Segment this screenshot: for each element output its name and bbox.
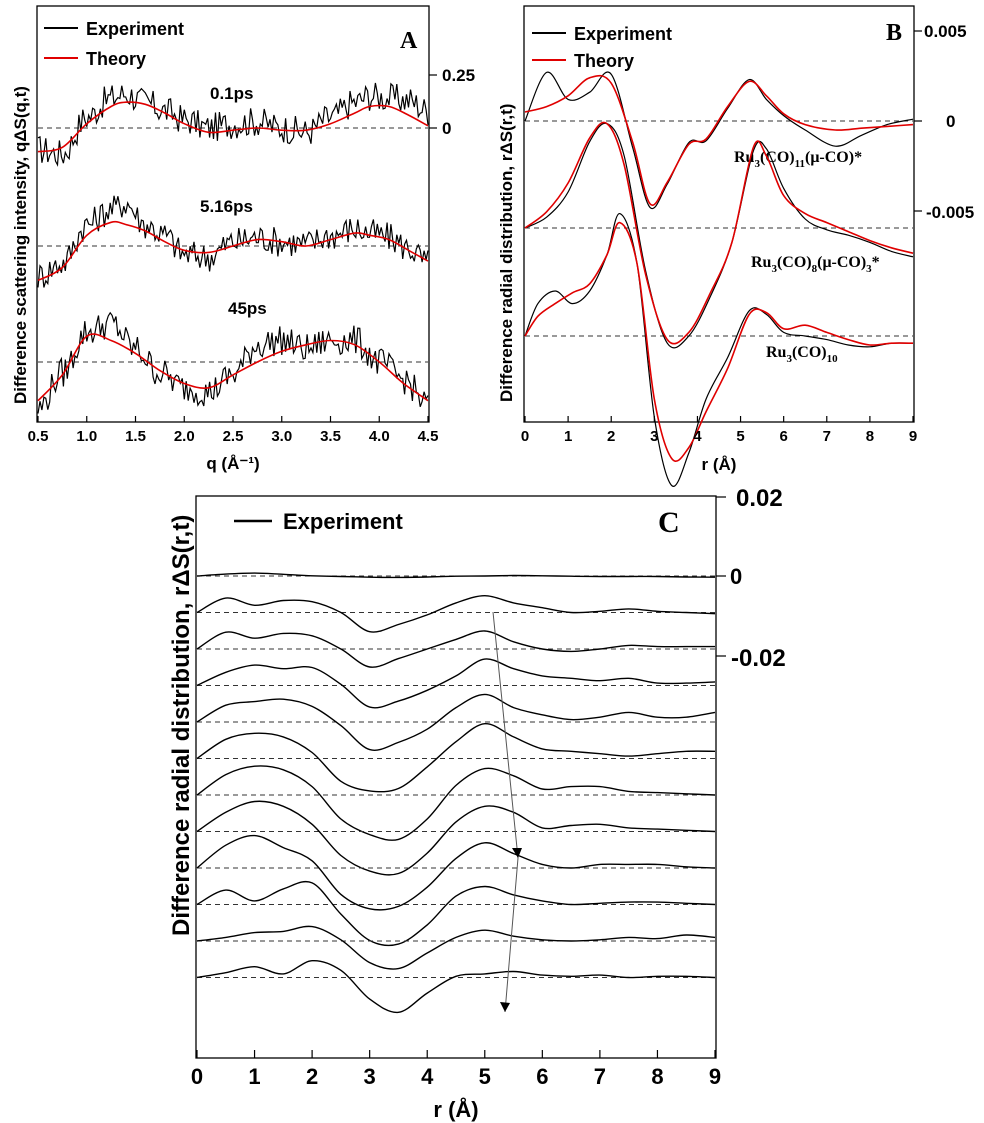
panel-b-xtick-label-6: 6 <box>779 428 787 445</box>
panel-a-xtick-label-2: 1.5 <box>125 428 146 445</box>
panel-a-experiment-line-0 <box>37 82 429 167</box>
panel-c-letter: C <box>658 506 680 539</box>
panel-c-experiment-line-10 <box>196 925 716 970</box>
panel-c-experiment-line-7 <box>196 800 716 876</box>
panel-b-xtick-label-7: 7 <box>823 428 831 445</box>
panel-c-xtick-label-4: 4 <box>421 1064 434 1089</box>
panel-b-xtick-label-3: 3 <box>650 428 658 445</box>
panel-b-theory-line-0 <box>524 74 914 206</box>
panel-a-theory-line-1 <box>37 220 429 282</box>
panel-c-xtick-label-9: 9 <box>709 1064 721 1089</box>
panel-c-arrowhead-mid <box>512 848 522 858</box>
panel-c-experiment-line-8 <box>196 834 716 911</box>
panel-a-label-0-1ps: 0.1ps <box>210 84 253 103</box>
panel-a-xtick-label-4: 2.5 <box>223 428 244 445</box>
panel-c-xtick-label-8: 8 <box>651 1064 663 1089</box>
panel-b-xtick-label-2: 2 <box>607 428 615 445</box>
panel-b-frame <box>523 5 915 423</box>
panel-b-right-tick-label-005: 0.005 <box>924 22 967 41</box>
legend-c-experiment-label: Experiment <box>283 509 403 534</box>
panel-c-xtick-label-2: 2 <box>306 1064 318 1089</box>
panel-b-xlabel: r (Å) <box>702 455 737 474</box>
panel-a-xtick-label-6: 3.5 <box>320 428 341 445</box>
panel-a-label-45ps: 45ps <box>228 299 267 318</box>
panel-c-xtick-label-7: 7 <box>594 1064 606 1089</box>
panel-c-frame <box>195 495 717 1059</box>
panel-a-right-tick-label-0: 0 <box>442 119 451 138</box>
panel-b: B Experiment Theory 0.005 0 -0.005 Ru3(C… <box>497 5 974 487</box>
panel-a: A Experiment Theory 0.1ps 5.16ps 45ps 0.… <box>11 5 475 473</box>
panel-a-experiment-line-2 <box>37 311 429 414</box>
panel-c-right-tick-label-neg002: -0.02 <box>731 645 786 672</box>
legend-a-theory-label: Theory <box>86 49 146 69</box>
panel-c-xtick-label-0: 0 <box>191 1064 203 1089</box>
panel-c-experiment-line-3 <box>196 658 716 709</box>
panel-b-xtick-label-0: 0 <box>521 428 529 445</box>
panel-b-xtick-label-8: 8 <box>866 428 874 445</box>
panel-c-xtick-label-5: 5 <box>479 1064 491 1089</box>
panel-a-xtick-label-5: 3.0 <box>271 428 292 445</box>
panel-b-experiment-line-2 <box>524 212 914 487</box>
panel-a-xtick-label-3: 2.0 <box>174 428 195 445</box>
panel-c-experiment-line-2 <box>196 630 715 668</box>
panel-b-species-label-3: Ru3(CO)10 <box>766 344 838 365</box>
legend-a-experiment-label: Experiment <box>86 19 184 39</box>
panel-c: C Experiment 0.02 0 -0.02 Difference rad… <box>168 485 786 1122</box>
legend-b-theory-label: Theory <box>574 51 634 71</box>
panel-c-experiment-line-6 <box>196 765 716 841</box>
panel-a-ylabel: Difference scattering intensity, qΔS(q,t… <box>11 86 30 404</box>
panel-a-letter: A <box>400 28 418 54</box>
panel-b-experiment-line-1 <box>524 122 914 349</box>
panel-b-xtick-label-5: 5 <box>736 428 744 445</box>
panel-c-xlabel: r (Å) <box>433 1096 478 1122</box>
panel-c-experiment-line-5 <box>196 722 716 793</box>
panel-b-series-group <box>524 71 914 487</box>
panel-a-xlabel: q (Å⁻¹) <box>206 454 259 473</box>
panel-a-xtick-label-8: 4.5 <box>418 428 439 445</box>
panel-a-right-tick-label-025: 0.25 <box>442 66 475 85</box>
panel-a-xticks: 0.5 1.0 1.5 2.0 2.5 3.0 3.5 4.0 4.5 <box>28 416 439 445</box>
legend-b-experiment-label: Experiment <box>574 24 672 44</box>
panel-b-right-tick-label-neg005: -0.005 <box>926 203 974 222</box>
panel-b-letter: B <box>886 20 902 46</box>
panel-b-xtick-label-4: 4 <box>693 428 702 445</box>
panel-a-xtick-label-0: 0.5 <box>28 428 49 445</box>
panel-c-ylabel: Difference radial distribution, rΔS(r,t) <box>168 515 195 936</box>
panel-b-xticks: 0 1 2 3 4 5 6 7 8 9 <box>521 416 917 445</box>
panel-a-theory-line-0 <box>37 101 429 153</box>
panel-b-xtick-label-1: 1 <box>564 428 572 445</box>
panel-c-xtick-label-1: 1 <box>248 1064 260 1089</box>
panel-c-arrowhead-bottom <box>500 1002 510 1012</box>
panel-a-xtick-label-1: 1.0 <box>76 428 97 445</box>
panel-b-xtick-label-9: 9 <box>909 428 917 445</box>
panel-b-species-label-2: Ru3(CO)8(μ-CO)3* <box>751 254 880 275</box>
panel-c-xticks: 0 1 2 3 4 5 6 7 8 9 <box>191 1050 721 1089</box>
panel-c-xtick-label-6: 6 <box>536 1064 548 1089</box>
panel-c-experiment-line-9 <box>196 880 716 947</box>
panel-a-series-group <box>37 82 429 414</box>
panel-c-right-tick-label-0: 0 <box>730 564 742 589</box>
panel-a-theory-line-2 <box>37 333 429 402</box>
panel-c-experiment-line-1 <box>196 594 716 633</box>
panel-a-xtick-label-7: 4.0 <box>369 428 390 445</box>
panel-b-theory-line-1 <box>524 121 914 345</box>
panel-b-theory-line-2 <box>524 221 914 462</box>
panel-c-xtick-label-3: 3 <box>364 1064 376 1089</box>
panel-c-experiment-line-4 <box>196 693 716 751</box>
panel-b-experiment-line-0 <box>524 71 914 210</box>
panel-c-experiment-line-11 <box>196 959 716 1014</box>
panel-b-ylabel: Difference radial distribution, rΔS(r,t) <box>497 104 516 402</box>
panel-a-label-5-16ps: 5.16ps <box>200 197 253 216</box>
panel-c-right-tick-label-002: 0.02 <box>736 485 783 512</box>
panel-c-series-group <box>196 572 716 1014</box>
panel-b-right-tick-label-0: 0 <box>946 112 955 131</box>
panel-c-experiment-line-0 <box>196 572 716 579</box>
